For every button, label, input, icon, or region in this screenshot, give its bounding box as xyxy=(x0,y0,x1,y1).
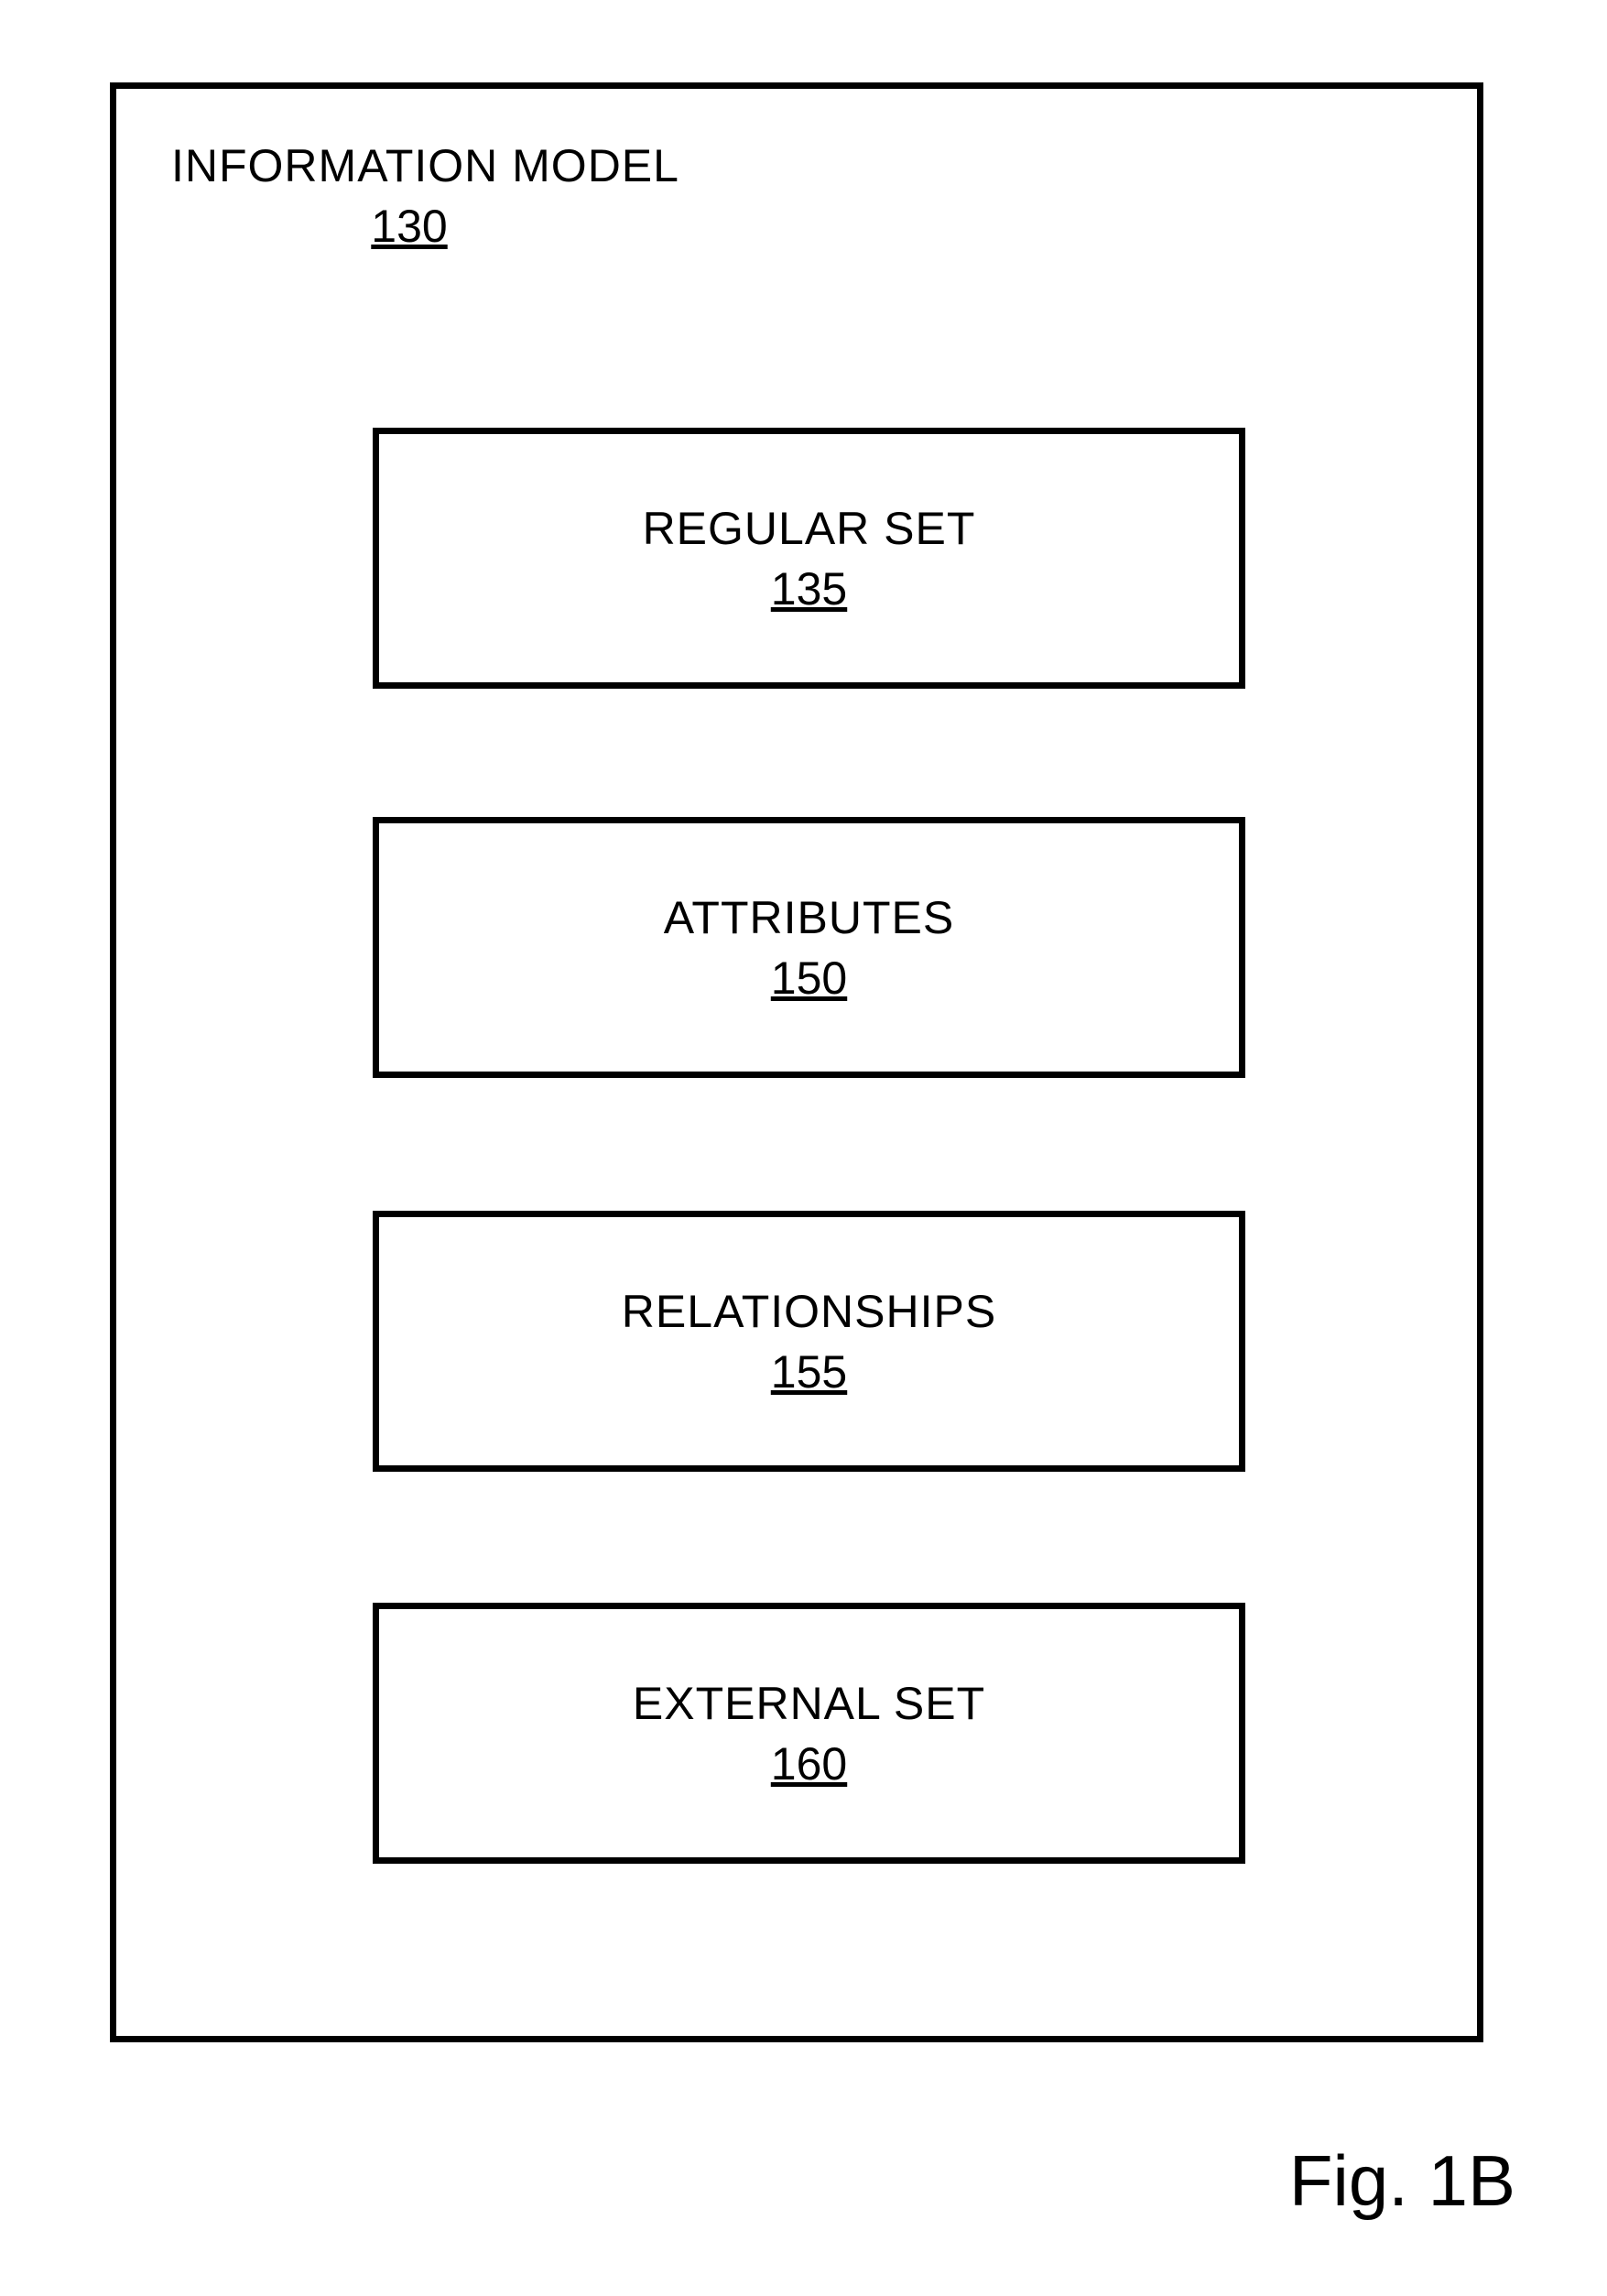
information-model-frame: INFORMATION MODEL 130 REGULAR SET 135 AT… xyxy=(110,82,1483,2042)
attributes-ref: 150 xyxy=(771,952,847,1005)
regular-set-label: REGULAR SET xyxy=(643,502,976,555)
relationships-label: RELATIONSHIPS xyxy=(622,1285,996,1338)
regular-set-ref: 135 xyxy=(771,562,847,615)
regular-set-box: REGULAR SET 135 xyxy=(373,428,1245,689)
diagram-header: INFORMATION MODEL 130 xyxy=(171,139,647,253)
figure-caption: Fig. 1B xyxy=(1289,2139,1515,2223)
external-set-ref: 160 xyxy=(771,1737,847,1790)
relationships-ref: 155 xyxy=(771,1345,847,1398)
attributes-label: ATTRIBUTES xyxy=(664,891,954,944)
diagram-title: INFORMATION MODEL xyxy=(171,139,647,192)
relationships-box: RELATIONSHIPS 155 xyxy=(373,1211,1245,1472)
external-set-box: EXTERNAL SET 160 xyxy=(373,1603,1245,1864)
diagram-title-ref: 130 xyxy=(371,200,447,253)
external-set-label: EXTERNAL SET xyxy=(633,1677,985,1730)
attributes-box: ATTRIBUTES 150 xyxy=(373,817,1245,1078)
